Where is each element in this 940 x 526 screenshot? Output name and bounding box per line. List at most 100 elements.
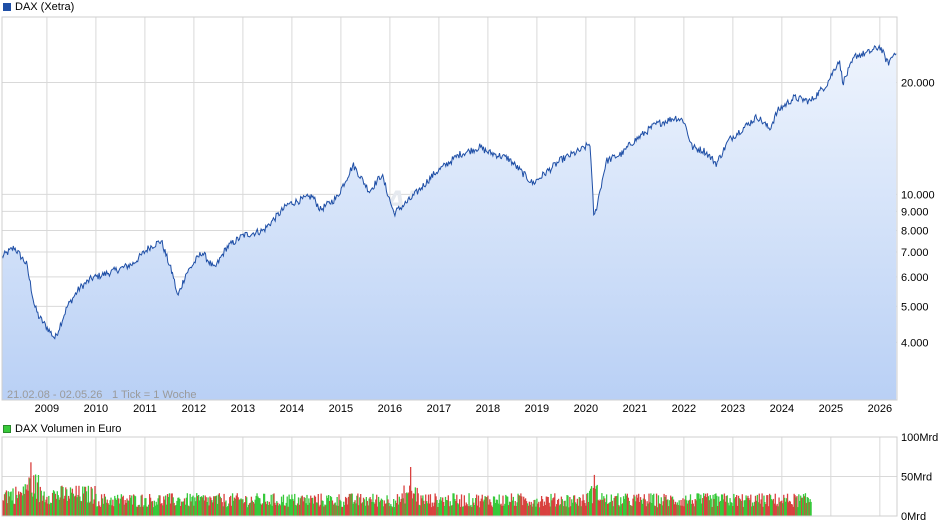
volume-bar: [349, 494, 351, 516]
volume-bar: [802, 494, 805, 516]
volume-bar: [793, 493, 795, 516]
volume-bar: [221, 502, 223, 516]
volume-bar: [536, 498, 538, 516]
volume-bar: [298, 504, 301, 516]
x-tick-label: 2024: [770, 403, 794, 415]
volume-bar: [80, 500, 82, 516]
volume-bar: [629, 505, 631, 516]
volume-bar: [141, 494, 143, 516]
volume-bar: [91, 488, 93, 516]
volume-bar: [670, 495, 672, 516]
volume-bar: [489, 499, 491, 516]
volume-bar: [124, 500, 126, 516]
volume-bar: [405, 493, 407, 516]
volume-bar: [768, 493, 771, 516]
volume-bar: [503, 505, 505, 516]
volume-bar: [317, 494, 319, 516]
volume-bar: [50, 502, 52, 516]
volume-bar: [563, 500, 565, 516]
volume-bar: [299, 498, 302, 516]
volume-bar: [206, 502, 208, 516]
volume-bar: [578, 497, 580, 516]
volume-bar: [172, 497, 174, 516]
volume-bar: [102, 503, 105, 516]
volume-bar: [528, 501, 531, 516]
x-tick-label: 2022: [672, 403, 696, 415]
volume-bar: [790, 504, 792, 516]
volume-bar: [479, 501, 482, 516]
volume-bar: [407, 493, 409, 516]
volume-bar: [293, 500, 295, 516]
price-legend: DAX (Xetra): [3, 1, 74, 13]
volume-bar: [34, 493, 36, 516]
volume-bar: [424, 504, 426, 516]
volume-bar: [235, 495, 237, 516]
volume-bar: [448, 506, 450, 516]
volume-bar: [442, 502, 445, 516]
volume-bar: [803, 496, 806, 516]
volume-bar: [51, 492, 54, 516]
volume-bar: [625, 495, 628, 516]
volume-bar: [764, 502, 766, 516]
x-tick-label: 2012: [182, 403, 206, 415]
volume-bar: [452, 493, 454, 516]
volume-bar: [657, 495, 660, 516]
volume-bar: [549, 506, 551, 516]
x-tick-label: 2015: [329, 403, 353, 415]
volume-bar: [301, 495, 303, 516]
volume-bar: [181, 501, 183, 516]
volume-bar: [796, 496, 798, 516]
volume-bar: [122, 495, 124, 516]
volume-bar: [799, 500, 801, 516]
volume-bar: [83, 493, 85, 516]
volume-bar: [17, 498, 19, 516]
volume-bar: [266, 501, 269, 516]
volume-bar: [402, 498, 404, 516]
volume-bar: [395, 503, 398, 516]
volume-bar: [170, 493, 172, 516]
volume-bar: [14, 504, 16, 516]
volume-bar: [596, 484, 598, 516]
volume-bar: [219, 496, 221, 516]
volume-bar: [19, 491, 22, 516]
volume-bar: [685, 495, 687, 516]
volume-bar: [522, 505, 524, 516]
volume-bar: [678, 500, 680, 516]
volume-bar: [106, 499, 108, 516]
volume-y-tick-label: 100Mrd: [901, 432, 938, 444]
volume-bar: [612, 506, 614, 516]
volume-bar: [564, 500, 566, 516]
volume-bar: [773, 503, 775, 516]
x-tick-label: 2016: [378, 403, 402, 415]
volume-bar: [422, 495, 424, 516]
volume-bar: [279, 503, 281, 516]
volume-bar: [375, 499, 377, 516]
volume-bar: [366, 500, 368, 516]
volume-bar: [458, 504, 460, 516]
x-tick-label: 2017: [427, 403, 451, 415]
volume-bar: [615, 496, 617, 516]
volume-bar: [652, 495, 654, 516]
volume-bar: [631, 506, 633, 516]
volume-bar: [77, 495, 79, 516]
volume-bar: [255, 495, 257, 516]
volume-bar: [191, 496, 193, 516]
volume-bar: [643, 494, 645, 516]
volume-bar: [614, 496, 616, 516]
volume-bar: [506, 496, 508, 516]
x-tick-label: 2010: [84, 403, 108, 415]
volume-bar: [269, 504, 271, 516]
volume-bar: [196, 493, 198, 516]
volume-bar: [333, 503, 335, 516]
volume-bar: [476, 505, 479, 516]
volume-plot-border: [1, 436, 898, 517]
volume-bar: [752, 505, 755, 516]
volume-bar: [409, 485, 411, 516]
volume-bar: [352, 503, 354, 516]
volume-bar: [2, 500, 5, 516]
volume-bar: [249, 502, 252, 516]
volume-bar: [406, 492, 408, 516]
volume-bar: [410, 490, 413, 516]
volume-bar: [592, 487, 595, 516]
volume-bar: [688, 499, 691, 516]
